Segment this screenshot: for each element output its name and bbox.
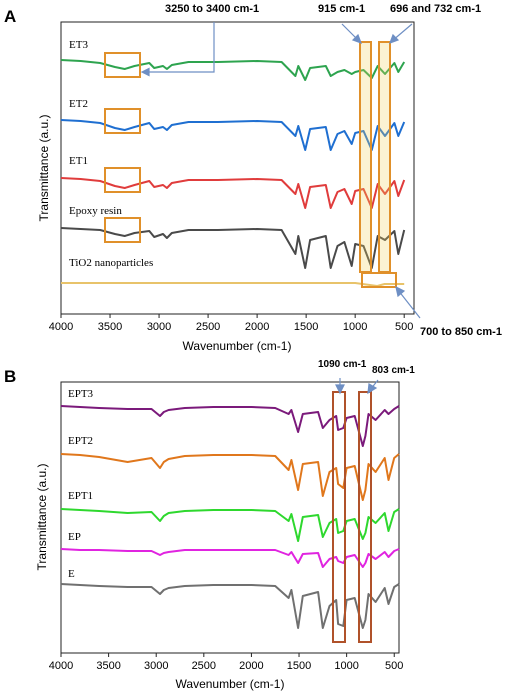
x-tick-label: 1500 — [294, 321, 318, 333]
highlight-band-803 — [358, 391, 372, 643]
series-label-et2: ET2 — [69, 98, 88, 110]
arrow-head-700-850 — [395, 285, 406, 298]
arrow-head-3250-3400 — [140, 67, 150, 77]
panel-b-x-ticks: 4000 3500 3000 2500 2000 1500 1000 500 — [49, 653, 403, 672]
x-tick-label: 2000 — [239, 660, 263, 672]
panel-b-x-axis-label: Wavenumber (cm-1) — [176, 677, 285, 691]
highlight-box-oh-et1 — [104, 167, 141, 193]
callout-3250-3400: 3250 to 3400 cm-1 — [165, 3, 259, 15]
series-label-tio2: TiO2 nanoparticles — [69, 257, 153, 269]
x-tick-label: 1000 — [334, 660, 358, 672]
arrow-700-850 — [397, 289, 421, 319]
panel-b-label: B — [4, 367, 16, 386]
arrow-head-696-732 — [388, 33, 400, 45]
panel-b-callout-arrows — [335, 378, 379, 395]
x-tick-label: 1000 — [343, 321, 367, 333]
panel-b: B 4000 3500 3000 2500 2000 1500 1000 500 1090 c… — [4, 359, 415, 691]
panel-b-plot-frame — [60, 381, 400, 654]
highlight-band-696-732 — [378, 41, 391, 273]
x-tick-label: 2500 — [196, 321, 220, 333]
series-label-ept1: EPT1 — [68, 490, 93, 502]
series-line-ept3 — [60, 405, 400, 447]
panel-b-traces — [60, 405, 400, 629]
series-label-et1: ET1 — [69, 155, 88, 167]
x-tick-label: 500 — [385, 660, 403, 672]
series-line-ept1 — [60, 508, 400, 542]
arrow-3250-3400 — [146, 22, 215, 73]
highlight-band-915 — [359, 41, 372, 273]
x-tick-label: 4000 — [49, 660, 73, 672]
x-tick-label: 4000 — [49, 321, 73, 333]
panel-a-y-axis-label: Transmittance (a.u.) — [37, 115, 51, 222]
callout-696-732: 696 and 732 cm-1 — [390, 3, 481, 15]
x-tick-label: 500 — [395, 321, 413, 333]
panel-a-traces — [60, 59, 406, 287]
panel-a-label: A — [4, 7, 16, 26]
callout-803: 803 cm-1 — [372, 365, 415, 376]
series-line-ep — [60, 548, 400, 568]
series-label-ept3: EPT3 — [68, 388, 94, 400]
series-label-e: E — [68, 568, 75, 580]
panel-a-x-ticks: 4000 3500 3000 2500 2000 1500 1000 500 — [49, 314, 413, 333]
series-line-tio2-nanoparticles — [61, 282, 405, 287]
highlight-box-tio2 — [361, 272, 397, 288]
highlight-box-oh-epoxy — [104, 217, 141, 243]
arrow-head-1090 — [335, 384, 345, 395]
panel-a-callout-arrows — [140, 22, 421, 319]
callout-700-850: 700 to 850 cm-1 — [420, 326, 502, 338]
highlight-box-oh-et2 — [104, 108, 141, 134]
panel-b-y-axis-label: Transmittance (a.u.) — [35, 464, 49, 571]
callout-1090: 1090 cm-1 — [318, 359, 367, 370]
x-tick-label: 3000 — [147, 321, 171, 333]
series-line-e — [60, 583, 400, 629]
series-label-et3: ET3 — [69, 39, 88, 51]
callout-915: 915 cm-1 — [318, 3, 365, 15]
panel-a-x-axis-label: Wavenumber (cm-1) — [183, 339, 292, 353]
x-tick-label: 1500 — [287, 660, 311, 672]
series-line-ept2 — [60, 453, 400, 501]
x-tick-label: 3000 — [144, 660, 168, 672]
arrow-head-915 — [351, 33, 363, 45]
highlight-box-oh-et3 — [104, 52, 141, 78]
panel-a-plot-frame — [60, 21, 415, 315]
x-tick-label: 2500 — [192, 660, 216, 672]
series-label-ept2: EPT2 — [68, 435, 93, 447]
panel-a-highlight-boxes — [104, 41, 397, 288]
x-tick-label: 2000 — [245, 321, 269, 333]
x-tick-label: 3500 — [98, 321, 122, 333]
arrow-head-803 — [367, 383, 378, 395]
series-line-et2 — [60, 119, 406, 151]
x-tick-label: 3500 — [96, 660, 120, 672]
series-label-ep: EP — [68, 531, 81, 543]
panel-a: A 4000 3500 3000 2500 2000 1500 1000 500 — [4, 3, 502, 353]
series-label-epoxy: Epoxy resin — [69, 205, 122, 217]
